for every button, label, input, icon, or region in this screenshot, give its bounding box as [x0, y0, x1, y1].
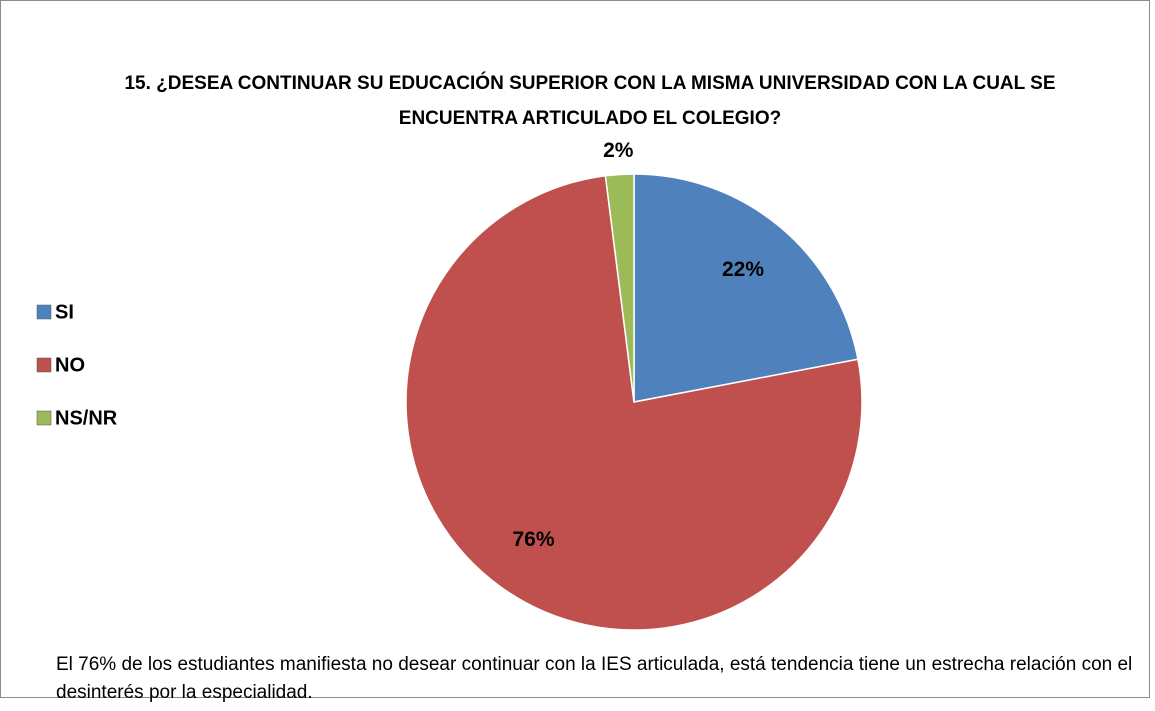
data-label: 22%: [722, 258, 764, 281]
pie-slice: [604, 173, 635, 403]
pie-slice: [633, 173, 859, 403]
pie-slice: [405, 174, 863, 631]
legend-swatch: [36, 410, 52, 426]
legend-swatch: [36, 357, 52, 373]
data-label: 76%: [512, 528, 554, 551]
legend-label: NO: [55, 354, 85, 376]
legend-label: SI: [55, 301, 74, 323]
chart-title: 15. ¿DESEA CONTINUAR SU EDUCACIÓN SUPERI…: [124, 73, 1056, 129]
legend-label: NS/NR: [55, 407, 118, 429]
data-label: 2%: [603, 139, 634, 162]
annotation: El 76% de los estudiantes manifiesta no …: [56, 654, 1133, 703]
chart-frame: [0, 0, 1150, 698]
legend-swatch: [36, 304, 52, 320]
